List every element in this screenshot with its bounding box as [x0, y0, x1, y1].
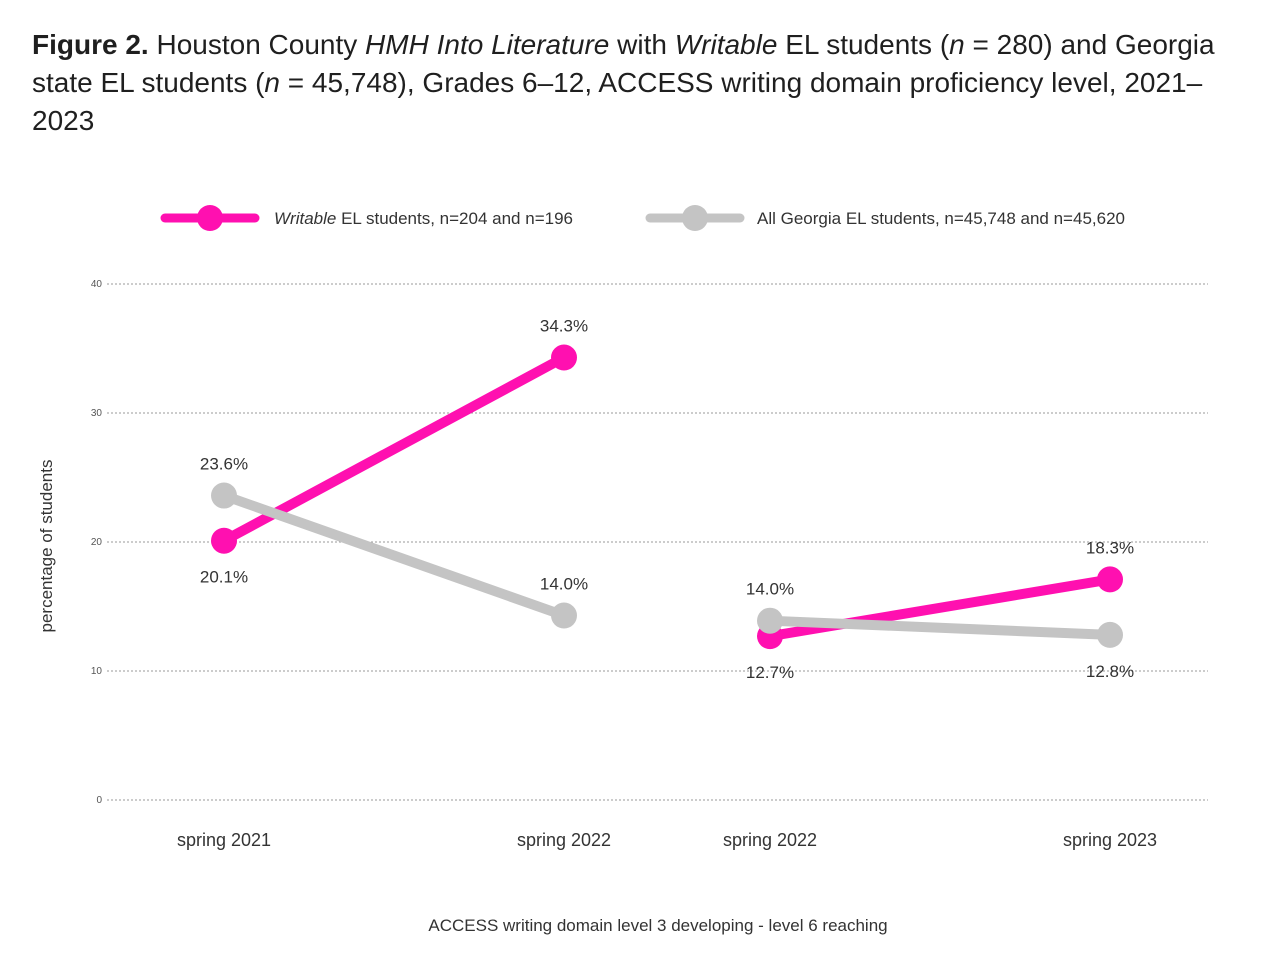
data-label-writable: 20.1% — [200, 568, 248, 587]
figure-title-part: n — [264, 67, 280, 98]
x-tick-labels: spring 2021 spring 2022 spring 2022 spring … — [177, 830, 1157, 850]
figure-title-part: n — [949, 29, 965, 60]
figure-title-part: with — [609, 29, 675, 60]
data-label-writable: 12.7% — [746, 663, 794, 682]
series-line-georgia — [219, 490, 569, 621]
x-axis-label: ACCESS writing domain level 3 developing… — [428, 916, 887, 935]
figure-title-text: Houston County HMH Into Literature with … — [32, 29, 1215, 136]
gridlines: 0 10 20 30 40 — [91, 279, 1208, 806]
legend-entry-georgia: All Georgia EL students, n=45,748 and n=… — [757, 209, 1125, 228]
data-point-georgia — [551, 602, 577, 629]
legend-marker-writable — [197, 205, 223, 231]
data-point-writable — [1097, 566, 1123, 593]
figure-title-part: Houston County — [148, 29, 366, 60]
data-label-writable: 34.3% — [540, 317, 588, 336]
figure-label: Figure 2. — [32, 29, 149, 60]
figure-title-part: = 280) and Georgia state EL students ( — [32, 29, 1215, 98]
x-tick-label: spring 2021 — [177, 830, 271, 850]
data-label-georgia: 14.0% — [540, 575, 588, 594]
figure-title-part: Writable — [674, 29, 778, 60]
figure-title-part: = 45,748), Grades 6–12, ACCESS writing d… — [32, 67, 1203, 136]
data-label-georgia: 12.8% — [1086, 662, 1134, 681]
data-point-writable — [551, 344, 577, 371]
data-point-writable — [211, 527, 237, 554]
data-label-georgia: 14.0% — [746, 580, 794, 599]
y-axis-label: percentage of students — [37, 460, 56, 633]
x-tick-label: spring 2022 — [723, 830, 817, 850]
figure-title-part: EL students ( — [777, 29, 950, 60]
data-point-georgia — [757, 607, 783, 634]
series-line-georgia — [765, 615, 1115, 640]
figure-title-part: HMH Into Literature — [365, 29, 610, 60]
y-tick-label: 10 — [91, 666, 103, 677]
y-tick-label: 30 — [91, 408, 103, 419]
data-label-writable: 18.3% — [1086, 538, 1134, 557]
figure-title: Figure 2. Houston County HMH Into Litera… — [32, 26, 1232, 140]
data-point-georgia — [211, 482, 237, 509]
legend-entry-writable: Writable EL students, n=204 and n=196 — [274, 209, 573, 228]
x-tick-label: spring 2022 — [517, 830, 611, 850]
series — [211, 344, 1123, 650]
data-label-georgia: 23.6% — [200, 455, 248, 474]
legend: Writable EL students, n=204 and n=196 All… — [160, 205, 1125, 231]
series-line-writable — [219, 352, 569, 546]
data-point-georgia — [1097, 621, 1123, 648]
y-tick-label: 40 — [91, 279, 103, 290]
legend-marker-georgia — [682, 205, 708, 231]
y-tick-label: 0 — [96, 795, 102, 806]
data-labels: 20.1% 34.3% 23.6% 14.0% 12.7% 18.3% 14.0% 12.8% — [200, 317, 1134, 683]
x-tick-label: spring 2023 — [1063, 830, 1157, 850]
y-tick-label: 20 — [91, 537, 103, 548]
